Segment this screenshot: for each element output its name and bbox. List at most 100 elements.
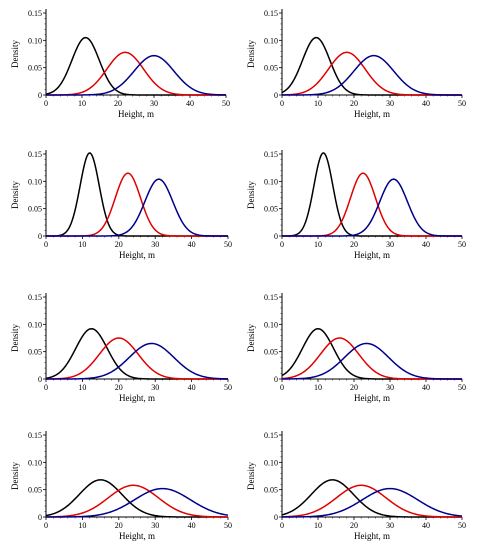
y-axis-title: Density [246,462,256,490]
y-tick-label: 0.15 [28,150,42,159]
x-tick-label: 50 [224,383,232,392]
x-tick-label: 20 [115,383,123,392]
x-tick-label: 10 [314,521,322,530]
chart-panel-7: 0 10 20 30 40 50 0 0.05 0.10 0.15 Height, m Density [10,431,232,541]
y-tick-label: 0.10 [264,36,278,45]
x-tick-label: 20 [115,240,123,249]
density-curve-series-1 [282,152,462,237]
y-tick-label: 0 [274,232,278,241]
x-axis-title: Height, m [354,109,390,119]
density-curve-series-3 [46,178,228,237]
chart-panel-4: 0 10 20 30 40 50 0 0.05 0.10 0.15 Height, m Density [246,150,466,260]
x-tick-label: 30 [151,240,159,249]
x-tick-label: 0 [44,240,48,249]
density-curve-series-1 [45,36,226,96]
y-tick-label: 0.15 [264,293,278,302]
x-tick-label: 50 [224,240,232,249]
density-curve-series-2 [282,172,462,237]
y-tick-label: 0.10 [264,458,278,467]
x-tick-label: 20 [350,240,358,249]
density-curve-series-2 [45,484,228,518]
y-tick-label: 0.10 [28,36,42,45]
x-tick-label: 20 [114,99,122,108]
x-tick-label: 10 [314,383,322,392]
x-tick-label: 40 [186,99,194,108]
y-tick-label: 0.05 [264,348,278,357]
y-axis-title: Density [246,181,256,209]
y-tick-label: 0.10 [264,177,278,186]
density-curve-series-1 [281,327,462,380]
x-tick-label: 20 [350,383,358,392]
x-tick-label: 50 [458,521,466,530]
x-tick-label: 30 [386,383,394,392]
x-tick-label: 0 [280,383,284,392]
y-tick-label: 0.15 [264,9,278,18]
x-tick-label: 40 [422,240,430,249]
x-tick-label: 10 [78,240,86,249]
y-axis-title: Density [10,40,20,68]
x-tick-label: 40 [188,383,196,392]
x-axis-title: Height, m [119,531,155,541]
chart-panel-1: 0 10 20 30 40 50 0 0.05 0.10 0.15 Height, m Density [10,9,230,119]
density-curve-series-3 [282,178,462,237]
y-tick-label: 0.15 [28,293,42,302]
x-tick-label: 10 [78,383,86,392]
x-tick-label: 0 [280,521,284,530]
x-tick-label: 20 [350,99,358,108]
y-tick-label: 0.05 [264,486,278,495]
chart-panel-3: 0 10 20 30 40 50 0 0.05 0.10 0.15 Height, m Density [10,150,232,260]
x-tick-label: 20 [350,521,358,530]
chart-panel-8: 0 10 20 30 40 50 0 0.05 0.10 0.15 Height, m Density [246,431,466,541]
y-tick-label: 0.10 [28,177,42,186]
density-curve-series-3 [281,487,463,518]
y-tick-label: 0.15 [28,431,42,440]
x-tick-label: 0 [280,240,284,249]
chart-panel-6: 0 10 20 30 40 50 0 0.05 0.10 0.15 Height, m Density [246,293,466,403]
chart-panel-5: 0 10 20 30 40 50 0 0.05 0.10 0.15 Height, m Density [10,293,232,403]
density-curve-series-2 [45,51,226,96]
y-tick-label: 0.15 [264,150,278,159]
y-tick-label: 0 [274,91,278,100]
x-tick-label: 30 [386,521,394,530]
density-curve-series-3 [45,487,229,518]
x-tick-label: 0 [44,383,48,392]
y-tick-label: 0.15 [28,9,42,18]
density-curve-series-1 [281,36,462,96]
y-tick-label: 0.05 [264,205,278,214]
y-tick-label: 0.10 [264,320,278,329]
y-tick-label: 0 [274,375,278,384]
y-tick-label: 0 [38,232,42,241]
x-tick-label: 10 [314,99,322,108]
density-curve-series-2 [46,172,228,237]
y-axis-title: Density [10,181,20,209]
y-tick-label: 0 [274,513,278,522]
y-tick-label: 0.10 [28,458,42,467]
x-tick-label: 40 [422,521,430,530]
y-tick-label: 0.05 [28,348,42,357]
x-tick-label: 40 [422,383,430,392]
x-tick-label: 30 [150,99,158,108]
x-tick-label: 10 [314,240,322,249]
x-axis-title: Height, m [354,250,390,260]
density-curve-series-3 [46,342,229,380]
y-tick-label: 0.05 [28,64,42,73]
x-axis-title: Height, m [119,393,155,403]
x-axis-title: Height, m [354,393,390,403]
x-tick-label: 50 [458,99,466,108]
y-tick-label: 0 [38,91,42,100]
x-tick-label: 10 [78,521,86,530]
y-axis-title: Density [10,324,20,352]
x-tick-label: 0 [280,99,284,108]
x-tick-label: 30 [151,521,159,530]
y-axis-title: Density [246,324,256,352]
x-tick-label: 0 [44,99,48,108]
y-tick-label: 0.05 [28,486,42,495]
x-axis-title: Height, m [118,109,154,119]
y-axis-title: Density [246,40,256,68]
x-tick-label: 40 [188,240,196,249]
x-tick-label: 30 [386,99,394,108]
x-tick-label: 50 [458,383,466,392]
y-tick-label: 0.15 [264,431,278,440]
density-curve-series-2 [45,337,228,380]
